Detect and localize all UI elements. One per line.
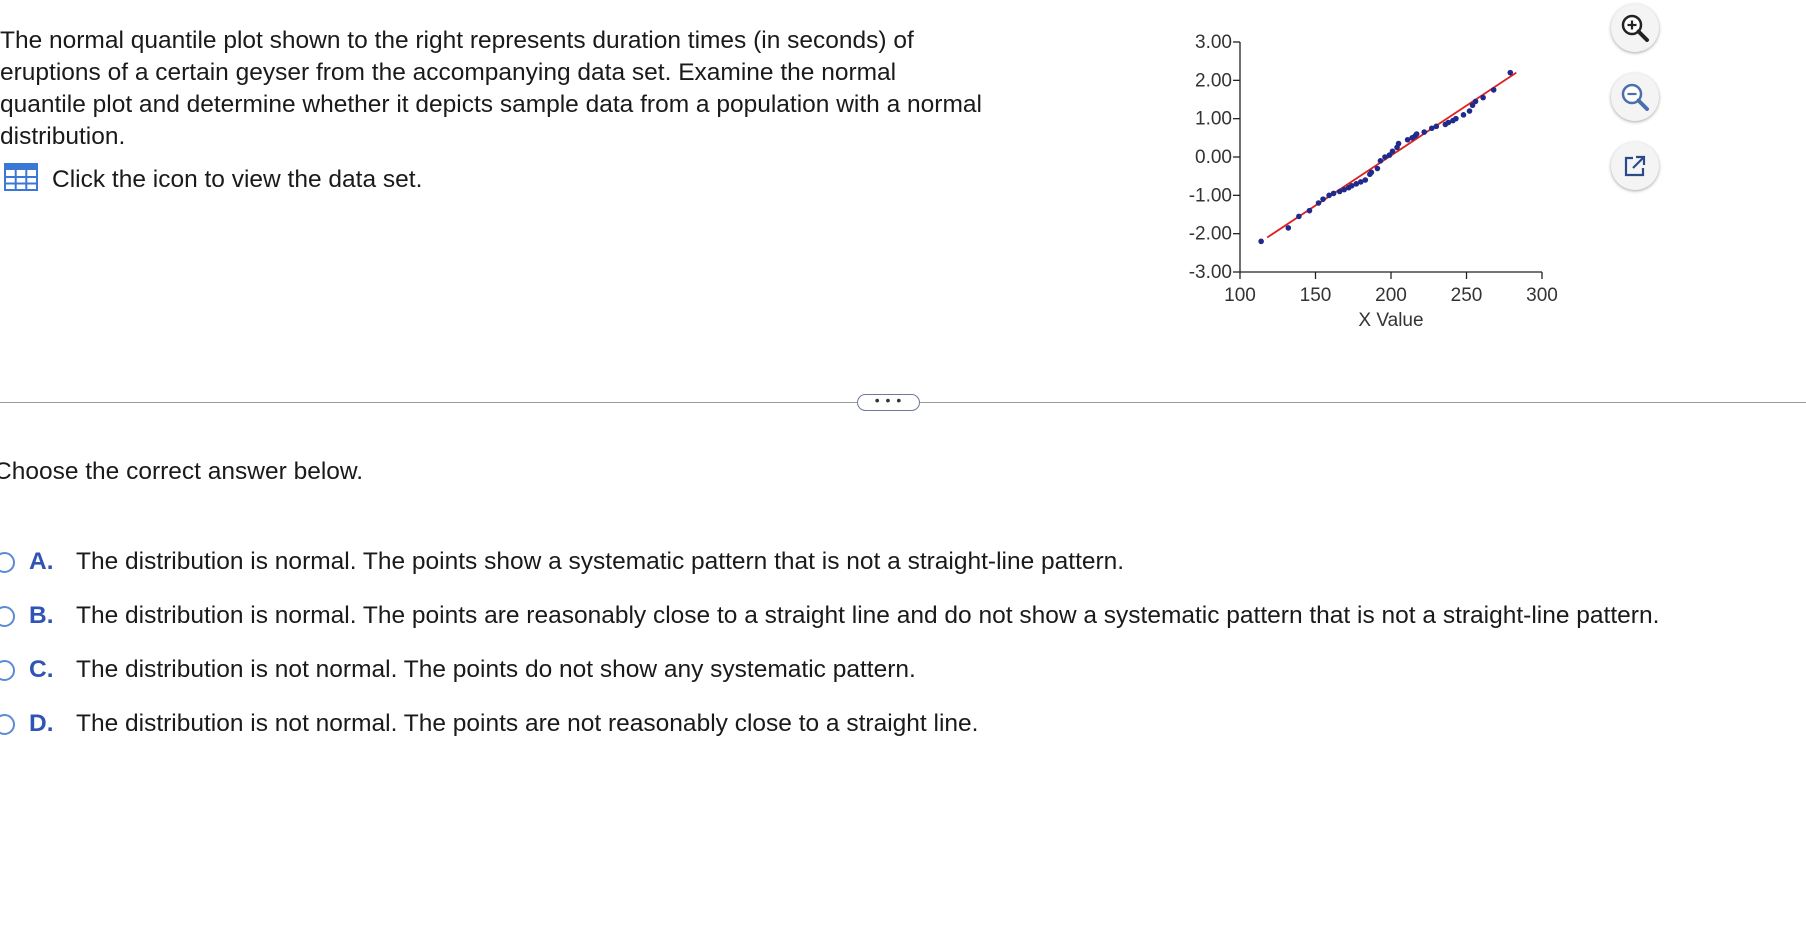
data-point (1362, 177, 1369, 183)
choice-text: The distribution is normal. The points s… (76, 548, 1125, 575)
data-point (1428, 125, 1435, 132)
data-point (1326, 192, 1332, 199)
data-point (1460, 112, 1467, 118)
data-point (1336, 188, 1343, 195)
popout-button[interactable] (1611, 142, 1659, 190)
data-point (1453, 115, 1459, 122)
more-dots: • • • (874, 392, 903, 408)
choice-letter: D. (29, 710, 54, 737)
data-point (1433, 123, 1440, 130)
zoom-out-button[interactable] (1611, 73, 1659, 121)
radio-button[interactable] (0, 605, 15, 627)
y-tick-label: 1.00 (1195, 109, 1232, 130)
x-axis-label: X Value (1358, 310, 1423, 331)
x-tick-label: 200 (1375, 285, 1407, 306)
data-point (1386, 152, 1393, 158)
data-point (1389, 148, 1396, 155)
data-point (1480, 94, 1486, 101)
data-point (1445, 119, 1452, 126)
choice-letter: A. (29, 548, 54, 575)
data-point (1395, 140, 1402, 147)
data-point (1358, 179, 1364, 185)
choice-text: The distribution is not normal. The poin… (76, 656, 916, 683)
dataset-link-label[interactable]: Click the icon to view the data set. (52, 165, 423, 193)
data-point (1404, 136, 1411, 143)
answer-prompt: Choose the correct answer below. (0, 458, 364, 485)
y-tick-label: -3.00 (1189, 262, 1232, 283)
dataset-link[interactable]: Click the icon to view the data set. (4, 163, 422, 196)
data-point (1306, 207, 1313, 214)
data-point (1348, 182, 1355, 189)
data-point (1353, 181, 1360, 187)
data-point (1374, 165, 1381, 172)
choice-text: The distribution is normal. The points a… (76, 602, 1660, 629)
radio-button[interactable] (0, 551, 15, 573)
data-point (1413, 131, 1420, 137)
choice-b[interactable]: B. The distribution is normal. The point… (0, 589, 1659, 643)
answer-choices: A. The distribution is normal. The point… (0, 535, 1659, 751)
x-tick-label: 300 (1526, 285, 1558, 306)
y-tick-label: -2.00 (1189, 224, 1232, 245)
zoom-out-icon (1621, 83, 1649, 111)
data-point (1490, 87, 1497, 93)
radio-button[interactable] (0, 659, 15, 681)
data-point (1258, 238, 1264, 245)
choice-c[interactable]: C. The distribution is not normal. The p… (0, 643, 1659, 697)
choice-a[interactable]: A. The distribution is normal. The point… (0, 535, 1659, 589)
data-point (1285, 225, 1292, 231)
y-tick-label: -1.00 (1189, 185, 1232, 206)
quantile-plot: 3.00 2.00 1.00 0.00 -1.00 -2.00 -3.00 100 150 200… (1150, 0, 1570, 345)
data-point (1377, 158, 1384, 164)
data-point (1421, 129, 1428, 135)
data-point (1330, 190, 1337, 197)
data-point (1315, 200, 1322, 206)
y-tick-label: 2.00 (1195, 70, 1232, 91)
choice-text: The distribution is not normal. The poin… (76, 710, 979, 737)
question-text: The normal quantile plot shown to the ri… (0, 27, 982, 150)
data-point (1466, 108, 1473, 114)
zoom-in-button[interactable] (1611, 4, 1659, 52)
choice-letter: B. (29, 602, 54, 629)
data-point (1469, 102, 1476, 109)
data-point (1296, 213, 1302, 220)
table-icon[interactable] (4, 163, 38, 196)
data-point (1320, 196, 1326, 202)
data-point (1472, 98, 1479, 105)
x-tick-label: 150 (1300, 285, 1332, 306)
x-tick-label: 100 (1224, 285, 1256, 306)
data-point (1368, 169, 1375, 176)
external-link-icon (1624, 155, 1646, 177)
radio-button[interactable] (0, 713, 15, 735)
data-point (1341, 186, 1347, 193)
data-point (1507, 69, 1514, 76)
zoom-in-icon (1621, 14, 1649, 42)
x-tick-label: 250 (1451, 285, 1483, 306)
expand-button[interactable]: • • • (857, 392, 920, 411)
y-tick-label: 3.00 (1195, 32, 1232, 53)
choice-letter: C. (29, 656, 54, 683)
choice-d[interactable]: D. The distribution is not normal. The p… (0, 697, 1659, 751)
y-tick-label: 0.00 (1195, 147, 1232, 168)
data-point (1382, 154, 1388, 160)
